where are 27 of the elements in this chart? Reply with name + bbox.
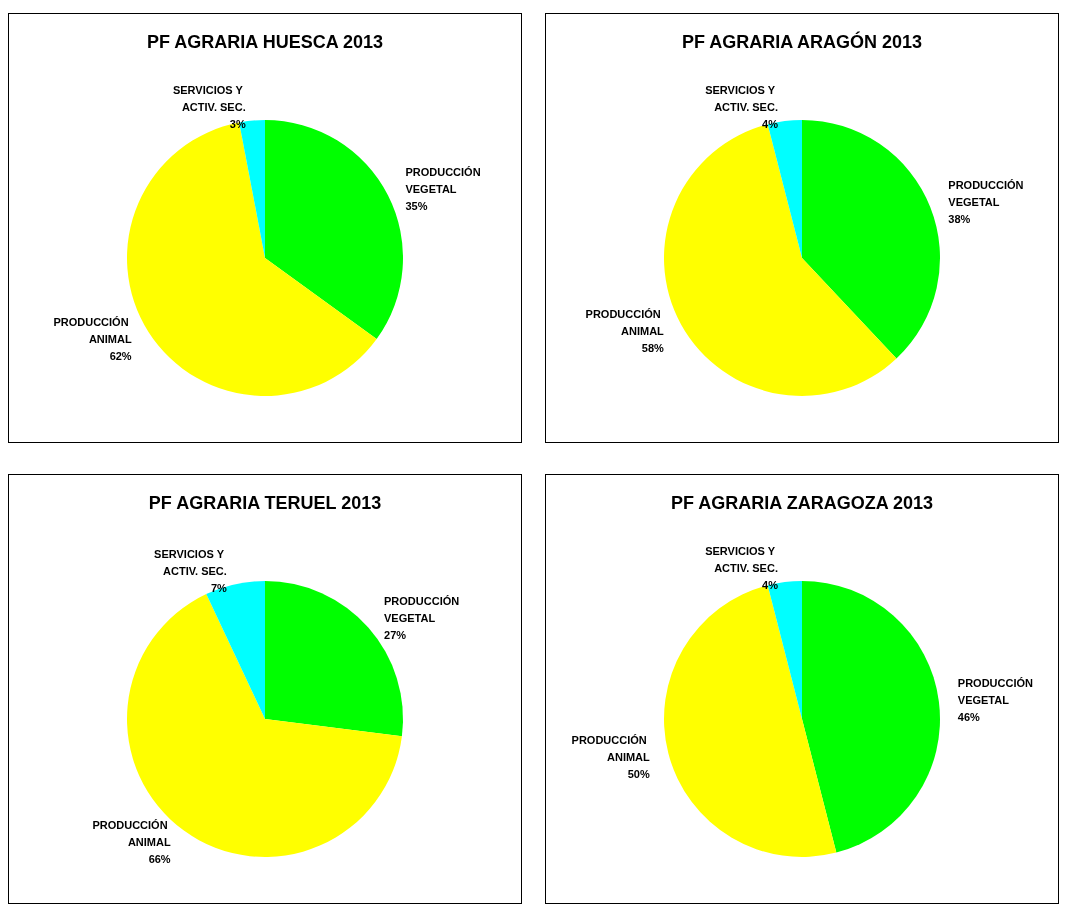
slice-label: PRODUCCIÓN ANIMAL (571, 733, 651, 763)
data-label: 4% (762, 118, 779, 131)
data-label: 3% (229, 117, 246, 130)
chart-title: PF AGRARIA ZARAGOZA 2013 (670, 493, 934, 513)
data-label: 4% (762, 579, 779, 592)
slice-label: SERVICIOS Y ACTIV. SEC. (705, 84, 778, 114)
data-label: 35% (405, 199, 428, 212)
slice-label: PRODUCCIÓN ANIMAL (585, 308, 665, 338)
data-label: 27% (384, 629, 407, 642)
data-label: 50% (627, 767, 650, 780)
chart-title: PF AGRARIA HUESCA 2013 (146, 32, 384, 52)
slice-label: PRODUCCIÓN VEGETAL (384, 595, 463, 625)
data-label: 66% (148, 852, 171, 865)
data-label: 46% (957, 710, 981, 723)
slice-label: SERVICIOS Y ACTIV. SEC. (172, 83, 246, 113)
data-label: 62% (109, 350, 132, 363)
slice-label: PRODUCCIÓN VEGETAL (405, 165, 484, 195)
chart-title: PF AGRARIA TERUEL 2013 (148, 493, 382, 513)
slice-label: PRODUCCIÓN ANIMAL (92, 818, 171, 848)
slice-label: SERVICIOS Y ACTIV. SEC. (154, 547, 227, 577)
data-label: 38% (948, 213, 971, 226)
slice-label: PRODUCCIÓN ANIMAL (53, 316, 132, 346)
data-label: 58% (641, 342, 665, 355)
chart-title: PF AGRARIA ARAGÓN 2013 (681, 31, 923, 52)
slice-label: PRODUCCIÓN VEGETAL (957, 676, 1037, 706)
slice-label: PRODUCCIÓN VEGETAL (948, 179, 1027, 209)
slice-label: SERVICIOS Y ACTIV. SEC. (705, 545, 778, 575)
